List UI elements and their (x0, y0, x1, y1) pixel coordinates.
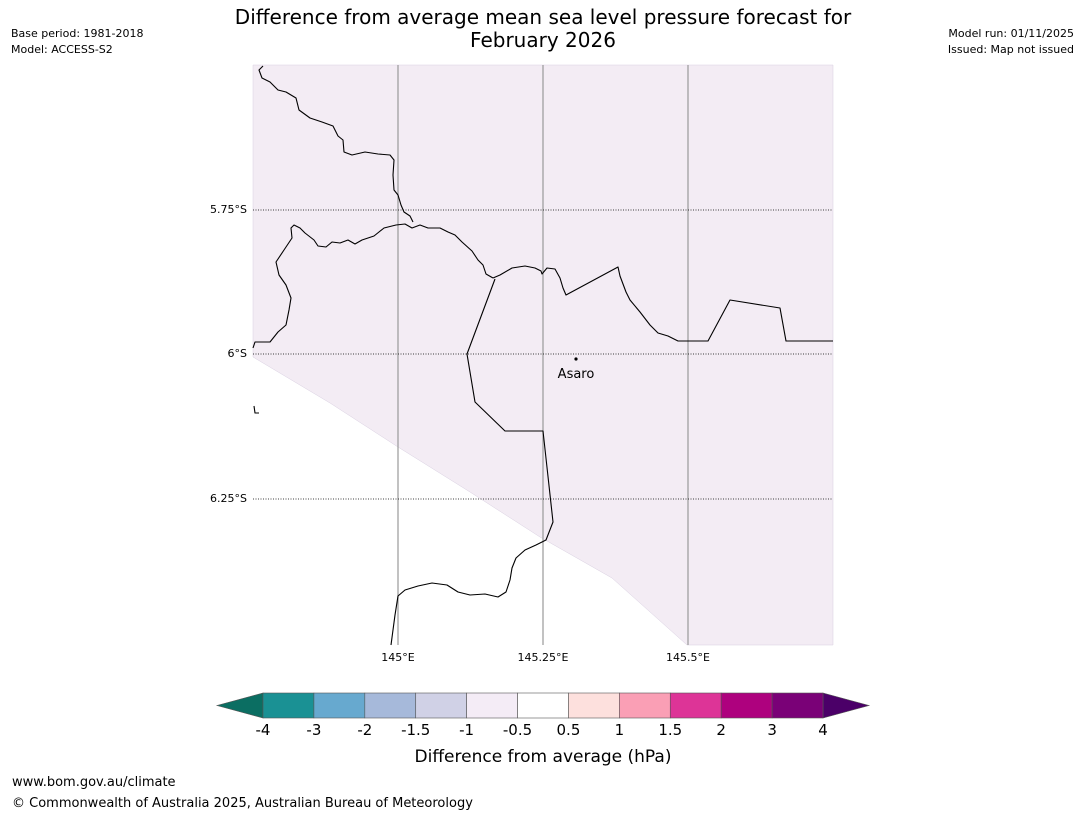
colorbar-tick-labels: -4 -3 -2 -1.5 -1 -0.5 0.5 1 1.5 2 3 4 (256, 721, 828, 739)
colorbar-tick-label: -1.5 (401, 721, 430, 739)
boundary-fragment (253, 405, 259, 414)
colorbar-tick-label: -3 (306, 721, 321, 739)
colorbar-tick-label: -4 (256, 721, 271, 739)
colorbar-bin (415, 692, 467, 719)
colorbar-label: Difference from average (hPa) (415, 747, 672, 767)
colorbar-tick-label: 0.5 (557, 721, 581, 739)
colorbar-tick-label: 1 (615, 721, 625, 739)
lat-label-6-25s: 6.25°S (210, 492, 247, 505)
lon-label-145e: 145°E (381, 651, 414, 664)
boundary-east (492, 265, 833, 342)
place-marker-dot (574, 357, 578, 361)
lat-label-6s: 6°S (228, 347, 247, 360)
colorbar-bin (568, 692, 620, 719)
colorbar-tick-label: -1 (459, 721, 474, 739)
colorbar-bin (466, 692, 518, 719)
boundary-central (252, 223, 494, 349)
colorbar-under-arrow (215, 692, 264, 719)
colorbar-over-arrow (822, 692, 871, 719)
colorbar-bin (619, 692, 671, 719)
model-text: Model: ACCESS-S2 (11, 43, 113, 56)
lon-label-145-25e: 145.25°E (518, 651, 569, 664)
coastline-boundaries (252, 65, 833, 646)
place-label: Asaro (558, 367, 595, 382)
lat-label-5-75s: 5.75°S (210, 203, 247, 216)
colorbar-bin (262, 692, 315, 719)
colorbar-bin (720, 692, 773, 719)
map-title: Difference from average mean sea level p… (200, 6, 886, 52)
issued-text: Issued: Map not issued (947, 43, 1074, 56)
colorbar-bin (771, 692, 824, 719)
base-period-text: Base period: 1981-2018 (11, 27, 144, 40)
place-asaro: Asaro (558, 357, 595, 382)
colorbar-bin (669, 692, 722, 719)
footer-url: www.bom.gov.au/climate (12, 775, 176, 790)
boundary-north (258, 65, 414, 223)
parallel-lines (253, 209, 833, 500)
lon-label-145-5e: 145.5°E (666, 651, 710, 664)
colorbar-tick-label: -0.5 (503, 721, 532, 739)
colorbar-tick-label: 3 (767, 721, 777, 739)
colorbar-bins (262, 692, 824, 719)
title-line-2: February 2026 (470, 28, 616, 52)
colorbar-tick-label: 2 (716, 721, 726, 739)
colorbar-bin (364, 692, 417, 719)
colorbar-bin (313, 692, 366, 719)
header-meta-right: Model run: 01/11/2025 Issued: Map not is… (948, 26, 1074, 58)
colorbar-legend: -4 -3 -2 -1.5 -1 -0.5 0.5 1 1.5 2 3 4 Difference fr… (215, 692, 871, 767)
colorbar-tick-label: 1.5 (658, 721, 682, 739)
footer-copyright: © Commonwealth of Australia 2025, Austra… (12, 796, 473, 811)
latitude-labels: 5.75°S 6°S 6.25°S (210, 203, 247, 505)
colorbar-tick-label: -2 (357, 721, 372, 739)
colorbar-tick-label: 4 (818, 721, 828, 739)
meridian-lines (397, 65, 689, 645)
colorbar-bin (517, 692, 569, 719)
header-meta-left: Base period: 1981-2018 Model: ACCESS-S2 (11, 26, 143, 58)
longitude-labels: 145°E 145.25°E 145.5°E (381, 651, 710, 664)
model-run-text: Model run: 01/11/2025 (948, 27, 1074, 40)
boundary-south (390, 278, 554, 646)
title-line-1: Difference from average mean sea level p… (234, 5, 852, 29)
